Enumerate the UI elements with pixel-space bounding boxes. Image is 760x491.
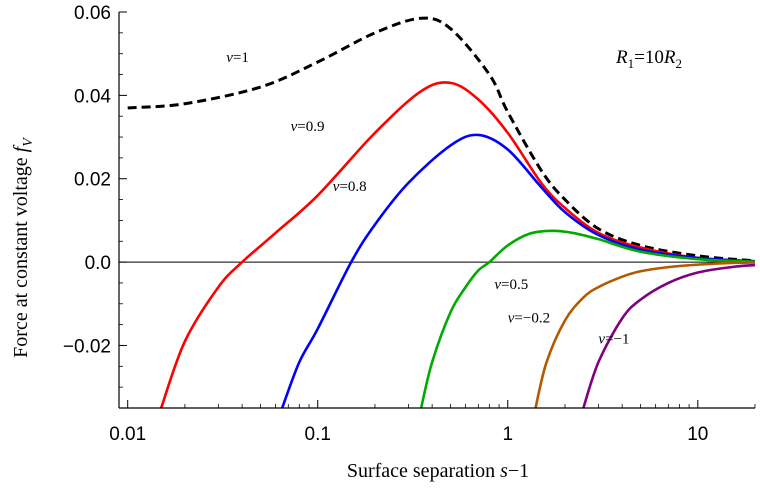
x-tick-label: 0.01 bbox=[109, 424, 146, 445]
curve-label: v=0.8 bbox=[333, 179, 367, 195]
annotation-sub2: 2 bbox=[675, 56, 682, 71]
x-axis-title-var: s bbox=[500, 460, 508, 482]
x-axis-title: Surface separation s−1 bbox=[347, 460, 529, 482]
ratio-annotation: R1=10R2 bbox=[615, 47, 682, 71]
y-tick-label: −0.02 bbox=[63, 336, 111, 357]
annotation-eq: =10 bbox=[634, 47, 664, 68]
annotation-r1: R bbox=[615, 47, 628, 68]
series-line bbox=[280, 133, 755, 408]
curve-label: v=0.9 bbox=[291, 119, 325, 135]
y-axis-title-text: Force at constant voltage bbox=[10, 152, 32, 358]
series-line bbox=[534, 261, 755, 408]
x-tick-label: 1 bbox=[502, 424, 513, 445]
y-axis-title-sub: V bbox=[21, 137, 36, 147]
x-tick-label: 0.1 bbox=[305, 424, 331, 445]
y-tick-label: 0.02 bbox=[74, 170, 111, 191]
curve-label: v=−0.2 bbox=[508, 311, 550, 327]
y-tick-label: 0.06 bbox=[74, 3, 111, 24]
y-tick-label: 0.04 bbox=[74, 86, 111, 107]
series-line bbox=[582, 263, 755, 408]
series-line bbox=[159, 81, 755, 408]
x-axis-title-rest: −1 bbox=[508, 460, 529, 482]
y-tick-label: 0.0 bbox=[85, 253, 111, 274]
x-tick-label: 10 bbox=[687, 424, 708, 445]
x-axis-title-text: Surface separation bbox=[347, 460, 500, 482]
annotation-sub1: 1 bbox=[628, 56, 635, 71]
y-axis-title-var: f bbox=[10, 144, 32, 152]
curve-label: v=0.5 bbox=[494, 277, 528, 293]
series-line bbox=[419, 229, 755, 408]
series-line bbox=[127, 16, 755, 263]
y-axis-title: Force at constant voltage fV bbox=[10, 137, 36, 358]
curve-label: v=−1 bbox=[598, 331, 629, 347]
annotation-r2: R bbox=[663, 47, 676, 68]
curve-label: v=1 bbox=[226, 50, 249, 66]
